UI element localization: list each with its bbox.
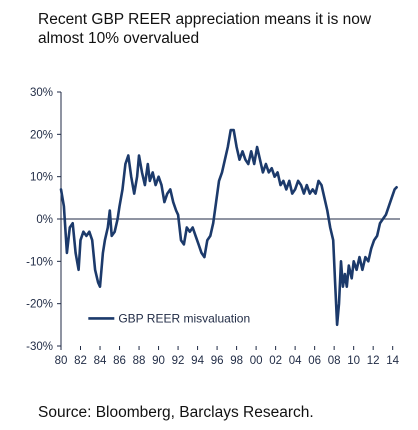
- series-group: [59, 128, 398, 327]
- y-tick-label: 0%: [36, 214, 53, 226]
- x-tick-label: 04: [289, 355, 302, 367]
- y-tick-label: -10%: [26, 256, 53, 268]
- x-tick-label: 02: [269, 355, 282, 367]
- source-note: Source: Bloomberg, Barclays Research.: [38, 404, 314, 421]
- x-tick-label: 06: [308, 355, 321, 367]
- x-axis-ticks: 80 82 84 86 88 90 92 94 96 98 00 02 04 06 08 10 12 14: [55, 346, 400, 367]
- x-tick-label: 14: [386, 355, 399, 367]
- x-tick-label: 80: [55, 355, 68, 367]
- y-tick-label: 20%: [30, 129, 53, 141]
- y-tick-label: -20%: [26, 299, 53, 311]
- x-tick-label: 82: [74, 355, 87, 367]
- x-tick-label: 94: [191, 355, 204, 367]
- x-tick-label: 98: [230, 355, 243, 367]
- x-tick-label: 08: [328, 355, 341, 367]
- legend-label: GBP REER misvaluation: [118, 311, 250, 325]
- x-tick-label: 00: [250, 355, 263, 367]
- y-tick-label: -30%: [26, 341, 53, 353]
- x-tick-label: 96: [211, 355, 224, 367]
- x-tick-label: 90: [152, 355, 165, 367]
- x-tick-label: 84: [94, 355, 107, 367]
- y-axis-ticks: 30% 20% 10% 0% -10% -20% -30%: [26, 87, 61, 353]
- x-tick-label: 92: [172, 355, 185, 367]
- x-tick-label: 12: [367, 355, 380, 367]
- chart-title: Recent GBP REER appreciation means it is…: [38, 11, 372, 47]
- series-line: [59, 128, 398, 327]
- x-tick-label: 88: [133, 355, 146, 367]
- chart-legend: GBP REER misvaluation: [88, 311, 250, 325]
- y-tick-label: 10%: [30, 172, 53, 184]
- x-tick-label: 86: [113, 355, 126, 367]
- x-tick-label: 10: [347, 355, 360, 367]
- y-tick-label: 30%: [30, 87, 53, 99]
